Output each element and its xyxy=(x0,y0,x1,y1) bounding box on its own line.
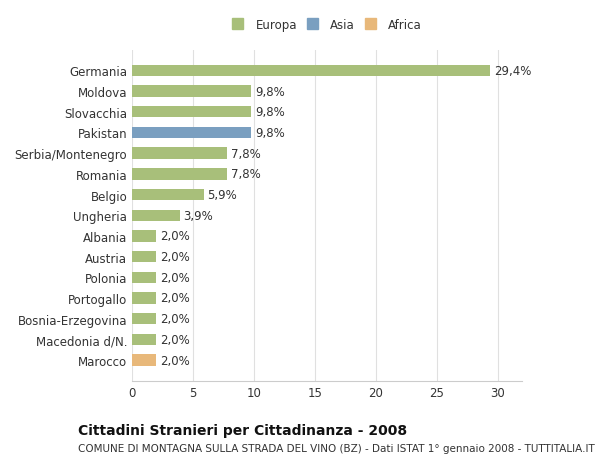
Text: 2,0%: 2,0% xyxy=(160,292,190,305)
Bar xyxy=(132,293,157,304)
Legend: Europa, Asia, Africa: Europa, Asia, Africa xyxy=(230,17,424,34)
Text: 2,0%: 2,0% xyxy=(160,271,190,284)
Bar xyxy=(132,169,227,180)
Text: 2,0%: 2,0% xyxy=(160,313,190,325)
Text: 5,9%: 5,9% xyxy=(208,189,238,202)
Bar xyxy=(132,272,157,283)
Bar xyxy=(132,148,227,159)
Text: 7,8%: 7,8% xyxy=(231,147,260,160)
Bar xyxy=(132,66,490,77)
Bar xyxy=(132,355,157,366)
Text: Cittadini Stranieri per Cittadinanza - 2008: Cittadini Stranieri per Cittadinanza - 2… xyxy=(78,423,407,437)
Text: 9,8%: 9,8% xyxy=(255,85,285,98)
Bar xyxy=(132,334,157,345)
Bar xyxy=(132,252,157,263)
Bar xyxy=(132,86,251,97)
Text: COMUNE DI MONTAGNA SULLA STRADA DEL VINO (BZ) - Dati ISTAT 1° gennaio 2008 - TUT: COMUNE DI MONTAGNA SULLA STRADA DEL VINO… xyxy=(78,443,595,453)
Bar xyxy=(132,231,157,242)
Bar xyxy=(132,313,157,325)
Bar xyxy=(132,107,251,118)
Text: 3,9%: 3,9% xyxy=(183,209,213,222)
Bar xyxy=(132,210,179,221)
Bar xyxy=(132,190,204,201)
Text: 2,0%: 2,0% xyxy=(160,230,190,243)
Bar xyxy=(132,128,251,139)
Text: 2,0%: 2,0% xyxy=(160,333,190,346)
Text: 9,8%: 9,8% xyxy=(255,127,285,140)
Text: 7,8%: 7,8% xyxy=(231,168,260,181)
Text: 2,0%: 2,0% xyxy=(160,354,190,367)
Text: 2,0%: 2,0% xyxy=(160,251,190,263)
Text: 29,4%: 29,4% xyxy=(494,65,532,78)
Text: 9,8%: 9,8% xyxy=(255,106,285,119)
